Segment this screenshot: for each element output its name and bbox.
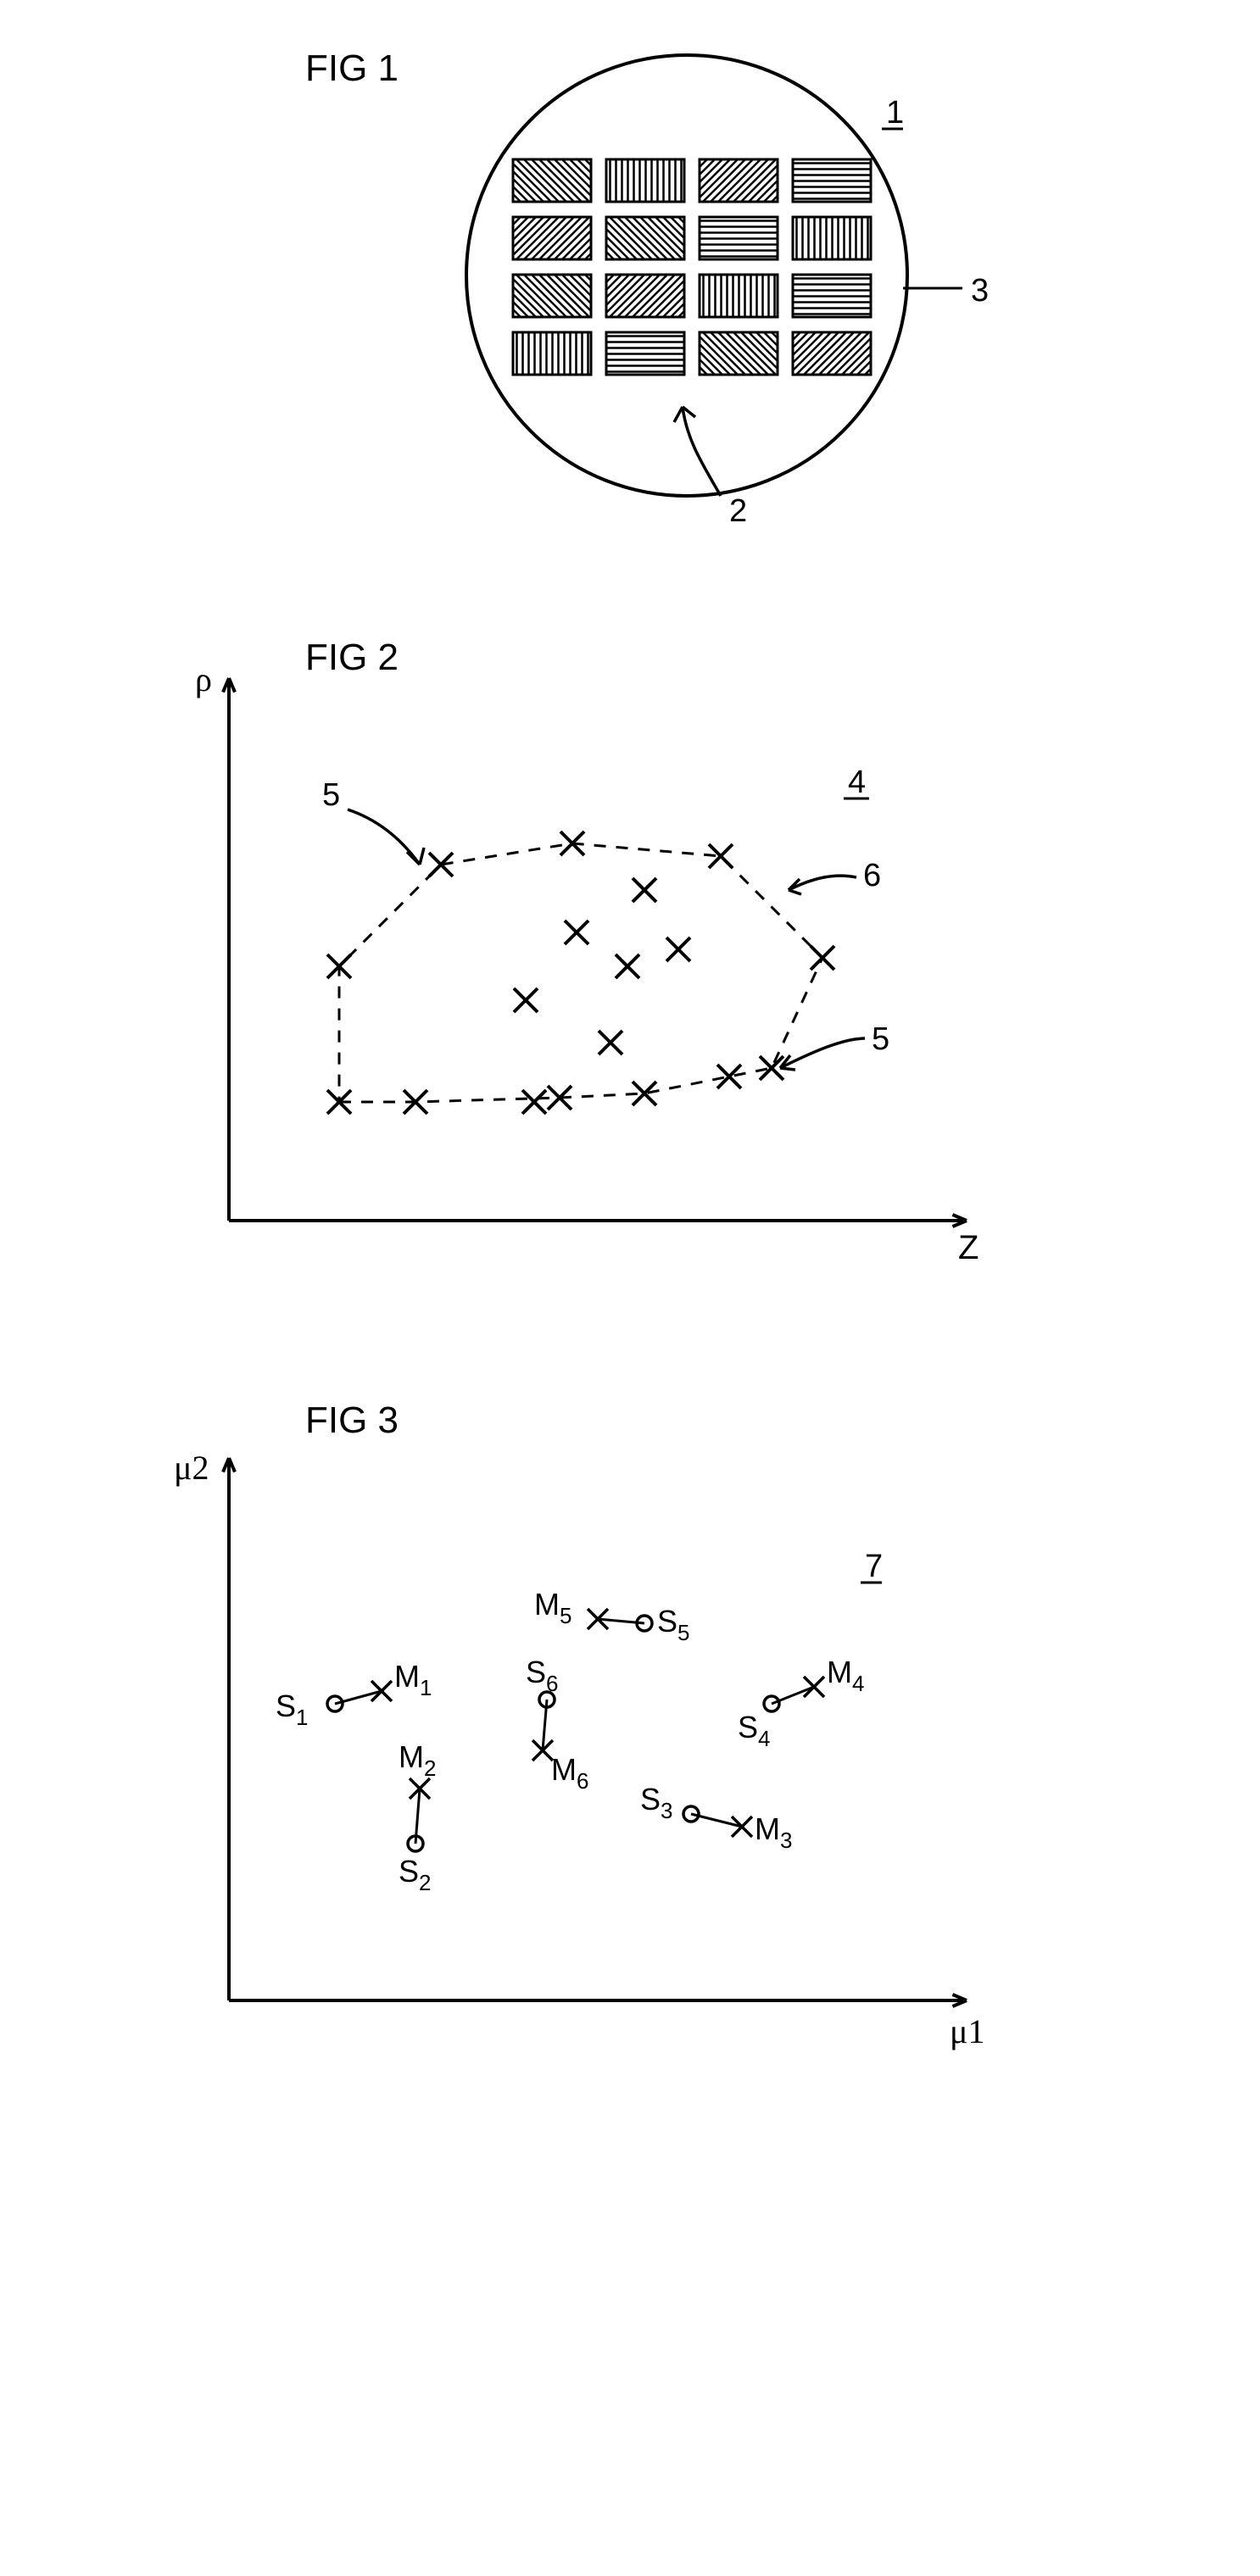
annotation-3: 3 bbox=[903, 273, 989, 309]
s-label: S6 bbox=[526, 1655, 558, 1696]
svg-text:5: 5 bbox=[872, 1021, 889, 1057]
s-label: S3 bbox=[640, 1782, 672, 1823]
m-label: M3 bbox=[755, 1811, 792, 1853]
annotation-4: 4 bbox=[844, 765, 869, 800]
annotation-2: 2 bbox=[674, 407, 747, 529]
annotation-6: 6 bbox=[789, 858, 881, 894]
fig2-svg: FIG 2 ρ Z 4 5 5 6 bbox=[34, 627, 1051, 1322]
m-label: M1 bbox=[394, 1659, 432, 1700]
pair-6: S6 M6 bbox=[526, 1655, 588, 1794]
s-label: S5 bbox=[657, 1604, 689, 1645]
x-axis-label: Z bbox=[958, 1229, 978, 1266]
page: FIG 1132 FIG 2ρZ4556 FIG 3μ2μ17S1M1S2M2S… bbox=[34, 34, 1260, 2085]
s-label: S2 bbox=[399, 1854, 431, 1895]
convex-hull bbox=[339, 843, 822, 1102]
y-axis-label: ρ bbox=[195, 660, 212, 698]
pair-3: S3 M3 bbox=[640, 1782, 792, 1853]
y-axis-label: μ2 bbox=[174, 1449, 209, 1487]
m-label: M5 bbox=[534, 1587, 571, 1628]
m-label: M6 bbox=[551, 1752, 588, 1794]
figure-2: FIG 2 ρ Z 4 5 5 6 bbox=[34, 627, 1260, 1322]
pair-5: S5 M5 bbox=[534, 1587, 689, 1645]
annotation-7: 7 bbox=[861, 1549, 883, 1584]
svg-text:1: 1 bbox=[886, 95, 904, 131]
svg-text:4: 4 bbox=[848, 765, 866, 800]
pair-1: S1 M1 bbox=[276, 1659, 432, 1730]
annotation-5-upper: 5 bbox=[322, 777, 424, 865]
svg-text:6: 6 bbox=[863, 858, 881, 893]
x-axis-label: μ1 bbox=[950, 2012, 984, 2050]
pair-4: S4 M4 bbox=[738, 1655, 864, 1751]
svg-text:5: 5 bbox=[322, 777, 340, 813]
m-label: M2 bbox=[399, 1739, 436, 1781]
pair-2: S2 M2 bbox=[399, 1739, 436, 1895]
svg-text:2: 2 bbox=[729, 493, 747, 529]
annotation-5-lower: 5 bbox=[780, 1021, 889, 1070]
m-label: M4 bbox=[827, 1655, 864, 1696]
figure-3: FIG 3 μ2 μ1 7 S1 M1 S2 M2 S3 M3 S4 M4 S5 M5 S6 M6 bbox=[34, 1390, 1260, 2085]
fig1-label: FIG 1 bbox=[305, 47, 399, 89]
svg-text:7: 7 bbox=[865, 1549, 883, 1584]
s-label: S4 bbox=[738, 1710, 770, 1751]
annotation-1: 1 bbox=[882, 95, 904, 131]
svg-text:3: 3 bbox=[971, 273, 989, 309]
fig3-label: FIG 3 bbox=[305, 1399, 399, 1441]
fig1-svg: FIG 1 1 3 2 bbox=[34, 34, 1051, 559]
fig2-label: FIG 2 bbox=[305, 637, 399, 678]
fig3-svg: FIG 3 μ2 μ1 7 S1 M1 S2 M2 S3 M3 S4 M4 S5 M5 S6 M6 bbox=[34, 1390, 1051, 2085]
figure-1: FIG 1 1 3 2 bbox=[34, 34, 1260, 559]
s-label: S1 bbox=[276, 1689, 308, 1730]
